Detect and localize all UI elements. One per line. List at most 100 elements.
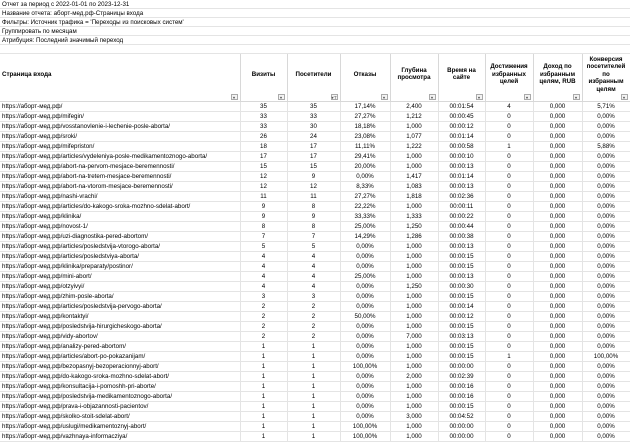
cell[interactable]: 0,00% xyxy=(582,151,630,162)
cell[interactable]: 1,250 xyxy=(390,221,439,232)
cell[interactable]: 0,00% xyxy=(582,201,630,212)
cell[interactable]: 00:00:10 xyxy=(438,151,486,162)
cell[interactable]: 11 xyxy=(287,191,341,202)
cell[interactable]: 0 xyxy=(485,271,534,282)
cell[interactable]: 4 xyxy=(485,101,534,112)
cell[interactable]: 1,818 xyxy=(390,191,439,202)
entry-page-url[interactable]: https://аборт-мед.рф/vidy-abortov/ xyxy=(0,331,241,342)
cell[interactable]: 2 xyxy=(240,311,288,322)
cell[interactable]: 3 xyxy=(240,291,288,302)
cell[interactable]: 0,000 xyxy=(533,381,583,392)
entry-page-url[interactable]: https://аборт-мед.рф/nashi-vrachi/ xyxy=(0,191,241,202)
entry-page-url[interactable]: https://аборт-мед.рф/klinika/ xyxy=(0,211,241,222)
cell[interactable]: 00:03:13 xyxy=(438,331,486,342)
cell[interactable]: 0,000 xyxy=(533,191,583,202)
entry-page-url[interactable]: https://аборт-мед.рф/kontaktyi/ xyxy=(0,311,241,322)
cell[interactable]: 00:00:13 xyxy=(438,241,486,252)
cell[interactable]: 1,333 xyxy=(390,211,439,222)
cell[interactable]: 100,00% xyxy=(340,361,391,372)
cell[interactable]: 2 xyxy=(240,321,288,332)
cell[interactable]: 22,22% xyxy=(340,201,391,212)
cell[interactable]: 0,00% xyxy=(340,261,391,272)
entry-page-url[interactable]: https://аборт-мед.рф/vosstanovlenie-i-le… xyxy=(0,121,241,132)
cell[interactable]: 11 xyxy=(240,191,288,202)
cell[interactable]: 9 xyxy=(240,211,288,222)
cell[interactable]: 0,00% xyxy=(340,341,391,352)
entry-page-url[interactable]: https://аборт-мед.рф/mifegin/ xyxy=(0,111,241,122)
cell[interactable]: 00:00:58 xyxy=(438,141,486,152)
cell[interactable]: 0,000 xyxy=(533,421,583,432)
cell[interactable]: 8 xyxy=(240,221,288,232)
cell[interactable]: 18,18% xyxy=(340,121,391,132)
cell[interactable]: 0,000 xyxy=(533,311,583,322)
cell[interactable]: 17 xyxy=(240,151,288,162)
cell[interactable]: 0,00% xyxy=(582,331,630,342)
filter-dropdown-icon[interactable]: ▾ xyxy=(523,93,531,100)
cell[interactable]: 2 xyxy=(287,331,341,342)
cell[interactable]: 0,00% xyxy=(340,251,391,262)
cell[interactable]: 00:00:15 xyxy=(438,251,486,262)
cell[interactable]: 29,41% xyxy=(340,151,391,162)
cell[interactable]: 20,00% xyxy=(340,161,391,172)
cell[interactable]: 26 xyxy=(240,131,288,142)
cell[interactable]: 00:00:44 xyxy=(438,221,486,232)
cell[interactable]: 17 xyxy=(287,141,341,152)
cell[interactable]: 0 xyxy=(485,171,534,182)
entry-page-url[interactable]: https://аборт-мед.рф/analizy-pered-abort… xyxy=(0,341,241,352)
cell[interactable]: 0,000 xyxy=(533,371,583,382)
entry-page-url[interactable]: https://аборт-мед.рф/articles/posledstvi… xyxy=(0,241,241,252)
cell[interactable]: 0 xyxy=(485,181,534,192)
cell[interactable]: 0 xyxy=(485,261,534,272)
cell[interactable]: 1 xyxy=(240,341,288,352)
cell[interactable]: 0,000 xyxy=(533,261,583,272)
cell[interactable]: 00:00:16 xyxy=(438,391,486,402)
cell[interactable]: 0,00% xyxy=(340,371,391,382)
cell[interactable]: 0 xyxy=(485,371,534,382)
cell[interactable]: 0,00% xyxy=(340,351,391,362)
cell[interactable]: 0 xyxy=(485,301,534,312)
cell[interactable]: 1,000 xyxy=(390,271,439,282)
cell[interactable]: 4 xyxy=(287,271,341,282)
cell[interactable]: 1,083 xyxy=(390,181,439,192)
cell[interactable]: 1,000 xyxy=(390,301,439,312)
entry-page-url[interactable]: https://аборт-мед.рф/do-kakogo-sroka-moz… xyxy=(0,371,241,382)
cell[interactable]: 33,33% xyxy=(340,211,391,222)
cell[interactable]: 0,000 xyxy=(533,401,583,412)
cell[interactable]: 2,000 xyxy=(390,371,439,382)
cell[interactable]: 14,29% xyxy=(340,231,391,242)
entry-page-url[interactable]: https://аборт-мед.рф/abort-na-pervom-mes… xyxy=(0,161,241,172)
cell[interactable]: 50,00% xyxy=(340,311,391,322)
cell[interactable]: 4 xyxy=(240,281,288,292)
cell[interactable]: 0,00% xyxy=(582,311,630,322)
cell[interactable]: 0,00% xyxy=(582,321,630,332)
filter-dropdown-icon[interactable]: ▾ xyxy=(380,93,388,100)
cell[interactable]: 1 xyxy=(287,431,341,442)
cell[interactable]: 0,00% xyxy=(340,241,391,252)
cell[interactable]: 1,000 xyxy=(390,121,439,132)
cell[interactable]: 1,000 xyxy=(390,401,439,412)
cell[interactable]: 1,077 xyxy=(390,131,439,142)
cell[interactable]: 0,00% xyxy=(340,391,391,402)
cell[interactable]: 4 xyxy=(240,271,288,282)
cell[interactable]: 7,000 xyxy=(390,331,439,342)
cell[interactable]: 00:00:15 xyxy=(438,261,486,272)
cell[interactable]: 1 xyxy=(287,391,341,402)
cell[interactable]: 0,000 xyxy=(533,201,583,212)
cell[interactable]: 9 xyxy=(240,201,288,212)
cell[interactable]: 00:00:12 xyxy=(438,121,486,132)
cell[interactable]: 0,000 xyxy=(533,171,583,182)
entry-page-url[interactable]: https://аборт-мед.рф/abort-na-tretem-mes… xyxy=(0,171,241,182)
entry-page-url[interactable]: https://аборт-мед.рф/novost-1/ xyxy=(0,221,241,232)
cell[interactable]: 11,11% xyxy=(340,141,391,152)
cell[interactable]: 100,00% xyxy=(340,421,391,432)
cell[interactable]: 0 xyxy=(485,151,534,162)
cell[interactable]: 5 xyxy=(240,241,288,252)
cell[interactable]: 1,000 xyxy=(390,421,439,432)
cell[interactable]: 0,00% xyxy=(582,181,630,192)
cell[interactable]: 1 xyxy=(287,421,341,432)
cell[interactable]: 27,27% xyxy=(340,111,391,122)
cell[interactable]: 1,000 xyxy=(390,351,439,362)
cell[interactable]: 3 xyxy=(287,291,341,302)
cell[interactable]: 5,88% xyxy=(582,141,630,152)
cell[interactable]: 00:01:14 xyxy=(438,131,486,142)
